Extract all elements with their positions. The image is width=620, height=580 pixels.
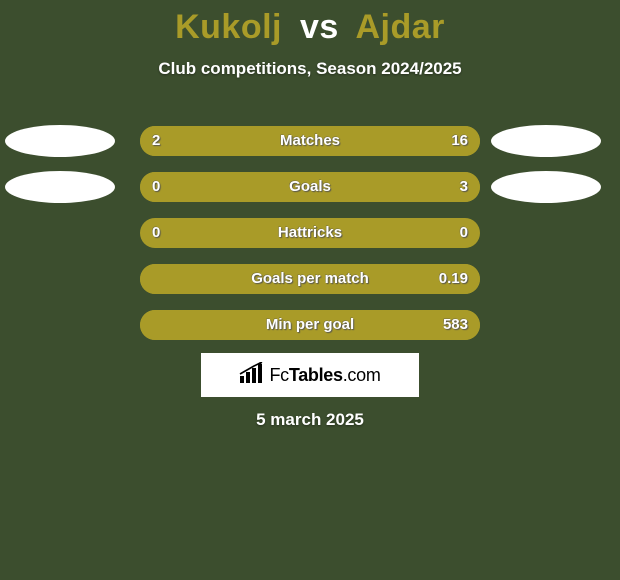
value-right: 0.19 — [439, 264, 468, 294]
stat-label: Goals — [140, 172, 480, 202]
team-badge-left — [5, 125, 115, 157]
title-vs: vs — [300, 8, 339, 46]
stat-rows: 2Matches160Goals30Hattricks0Goals per ma… — [0, 118, 620, 348]
player1-name: Kukolj — [175, 8, 282, 46]
stat-row: 0Goals3 — [0, 164, 620, 210]
brand-text: FcTables.com — [269, 365, 380, 386]
brand-bold: Tables — [289, 365, 343, 385]
stat-track: 0Hattricks0 — [140, 218, 480, 248]
stat-track: Min per goal583 — [140, 310, 480, 340]
brand-badge: FcTables.com — [201, 353, 419, 397]
value-right: 0 — [460, 218, 468, 248]
stat-label: Matches — [140, 126, 480, 156]
title: Kukolj vs Ajdar — [0, 0, 620, 47]
team-badge-left — [5, 171, 115, 203]
stat-row: 0Hattricks0 — [0, 210, 620, 256]
stat-row: Goals per match0.19 — [0, 256, 620, 302]
value-right: 583 — [443, 310, 468, 340]
stat-row: 2Matches16 — [0, 118, 620, 164]
stat-track: 2Matches16 — [140, 126, 480, 156]
comparison-card: Kukolj vs Ajdar Club competitions, Seaso… — [0, 0, 620, 580]
stat-track: 0Goals3 — [140, 172, 480, 202]
brand-suffix: .com — [343, 365, 381, 385]
team-badge-right — [491, 171, 601, 203]
bar-chart-growth-icon — [239, 362, 265, 389]
value-right: 3 — [460, 172, 468, 202]
team-badge-right — [491, 125, 601, 157]
stat-label: Goals per match — [140, 264, 480, 294]
stat-track: Goals per match0.19 — [140, 264, 480, 294]
stat-row: Min per goal583 — [0, 302, 620, 348]
subtitle: Club competitions, Season 2024/2025 — [0, 59, 620, 79]
stat-label: Hattricks — [140, 218, 480, 248]
stat-label: Min per goal — [140, 310, 480, 340]
player2-name: Ajdar — [355, 8, 444, 46]
value-right: 16 — [451, 126, 468, 156]
date: 5 march 2025 — [0, 410, 620, 430]
brand-prefix: Fc — [269, 365, 288, 385]
